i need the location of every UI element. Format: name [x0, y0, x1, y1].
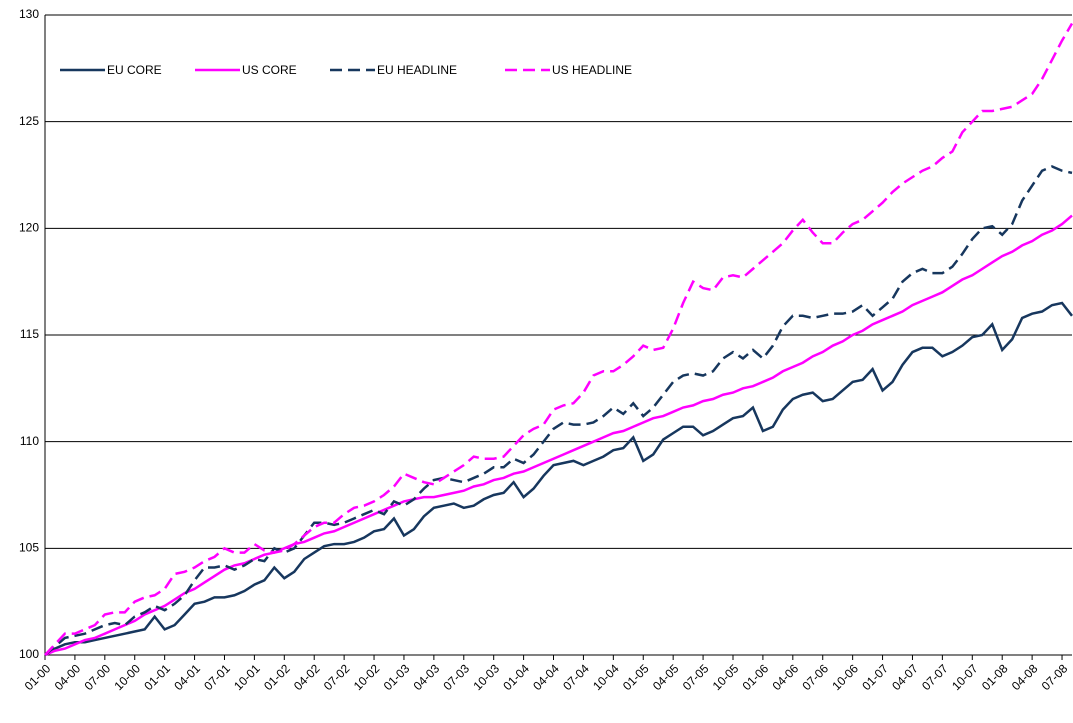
x-tick-label: 04-00 [52, 661, 84, 693]
x-tick-label: 01-00 [22, 661, 54, 693]
series-line [44, 301, 1073, 657]
x-tick-label: 01-02 [261, 661, 293, 693]
x-tick-label: 07-06 [799, 661, 831, 693]
legend-label: US CORE [242, 63, 297, 77]
legend-label: EU HEADLINE [377, 63, 457, 77]
x-tick-label: 10-03 [470, 661, 502, 693]
x-tick-label: 04-08 [1009, 661, 1041, 693]
x-tick-label: 10-05 [710, 661, 742, 693]
x-tick-label: 01-04 [500, 661, 532, 693]
series-line [44, 22, 1073, 656]
series-line [44, 165, 1073, 656]
x-tick-label: 01-06 [740, 661, 772, 693]
series-line [44, 214, 1073, 657]
x-tick-label: 10-07 [949, 661, 981, 693]
y-tick-label: 115 [20, 327, 39, 341]
legend-background [46, 30, 663, 120]
x-tick-label: 01-07 [859, 661, 891, 693]
x-tick-label: 07-03 [441, 661, 473, 693]
legend-label: EU CORE [107, 63, 162, 77]
x-tick-label: 04-06 [770, 661, 802, 693]
x-tick-label: 07-07 [919, 661, 951, 693]
x-tick-label: 10-06 [829, 661, 861, 693]
legend-label: US HEADLINE [552, 63, 632, 77]
y-tick-label: 120 [19, 221, 39, 235]
x-tick-label: 01-08 [979, 661, 1011, 693]
x-tick-label: 04-03 [411, 661, 443, 693]
x-tick-label: 07-08 [1039, 661, 1071, 693]
x-tick-label: 10-04 [590, 661, 622, 693]
x-tick-label: 04-07 [889, 661, 921, 693]
x-tick-label: 07-02 [321, 661, 353, 693]
x-tick-label: 07-01 [201, 661, 233, 693]
x-tick-label: 04-05 [650, 661, 682, 693]
x-tick-label: 01-01 [141, 661, 173, 693]
x-tick-label: 04-02 [291, 661, 323, 693]
x-tick-label: 07-00 [82, 661, 114, 693]
x-tick-label: 10-01 [231, 661, 263, 693]
y-tick-label: 105 [19, 541, 39, 555]
x-tick-label: 04-04 [530, 661, 562, 693]
y-tick-label: 100 [19, 647, 39, 661]
x-tick-label: 01-03 [381, 661, 413, 693]
x-tick-label: 07-05 [680, 661, 712, 693]
x-tick-label: 01-05 [620, 661, 652, 693]
x-tick-label: 10-00 [111, 661, 143, 693]
y-tick-label: 110 [20, 434, 39, 448]
x-tick-label: 07-04 [560, 661, 592, 693]
y-tick-label: 125 [19, 114, 39, 128]
x-tick-label: 10-02 [351, 661, 383, 693]
x-tick-label: 04-01 [171, 661, 203, 693]
y-tick-label: 130 [19, 7, 39, 21]
